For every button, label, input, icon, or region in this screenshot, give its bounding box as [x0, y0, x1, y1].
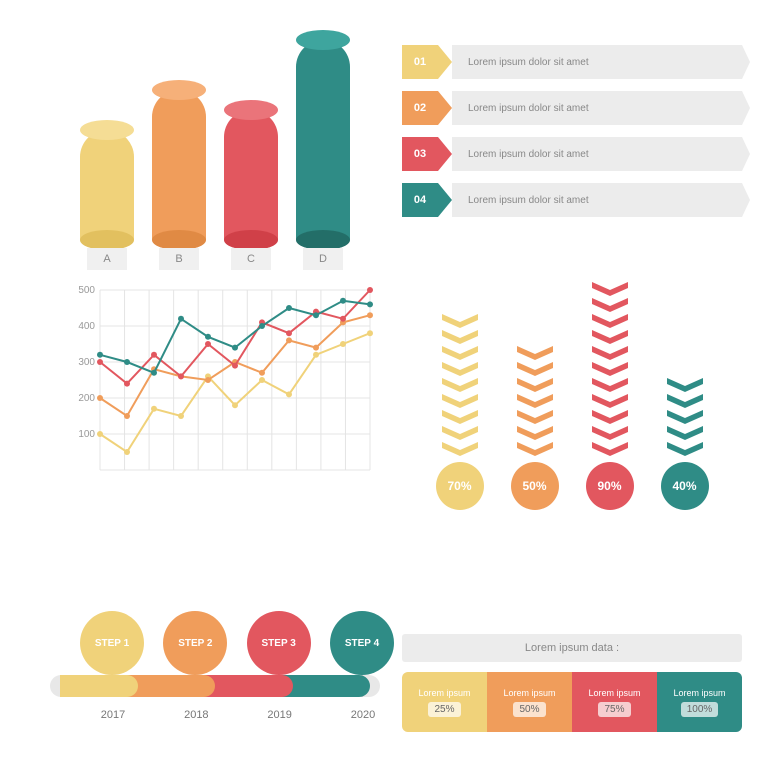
- chevron-down-icon: [517, 346, 553, 360]
- chevron-down-icon: [667, 442, 703, 456]
- chevron-down-icon: [517, 362, 553, 376]
- chevron-down-icon: [442, 314, 478, 328]
- ribbon-text: Lorem ipsum dolor sit amet: [452, 91, 742, 125]
- ribbon-item: 04 Lorem ipsum dolor sit amet: [402, 183, 742, 217]
- chevron-down-icon: [442, 378, 478, 392]
- puzzle-label: Lorem ipsum: [588, 688, 640, 698]
- chevron-down-icon: [592, 394, 628, 408]
- cylinder-label: D: [303, 248, 343, 270]
- chevron-down-icon: [592, 410, 628, 424]
- chevron-down-icon: [517, 378, 553, 392]
- step-circle: STEP 3: [247, 611, 311, 675]
- chevron-down-icon: [442, 394, 478, 408]
- chevron-columns: 70% 50% 90% 40%: [422, 275, 722, 510]
- chevron-down-icon: [442, 410, 478, 424]
- cylinder-bar: [224, 110, 278, 240]
- chevron-percent: 70%: [436, 462, 484, 510]
- puzzle-title: Lorem ipsum data :: [402, 634, 742, 662]
- chevron-down-icon: [517, 410, 553, 424]
- cylinder-label: C: [231, 248, 271, 270]
- puzzle-percent: 75%: [598, 702, 630, 717]
- ribbon-arrow-icon: [438, 183, 452, 217]
- chevron-percent: 50%: [511, 462, 559, 510]
- ribbon-number: 01: [402, 45, 438, 79]
- ribbon-item: 02 Lorem ipsum dolor sit amet: [402, 91, 742, 125]
- puzzle-label: Lorem ipsum: [673, 688, 725, 698]
- svg-text:500: 500: [78, 285, 95, 296]
- ribbon-text: Lorem ipsum dolor sit amet: [452, 137, 742, 171]
- line-chart: 100200300400500: [75, 290, 365, 480]
- chevron-down-icon: [517, 442, 553, 456]
- puzzle-cell: Lorem ipsum 75%: [572, 672, 657, 732]
- puzzle-percent: 100%: [681, 702, 719, 717]
- chevron-column: 40%: [661, 378, 709, 510]
- chevron-down-icon: [592, 426, 628, 440]
- puzzle-percent: 50%: [513, 702, 545, 717]
- cylinder-bar: [80, 130, 134, 240]
- cylinder-label: A: [87, 248, 127, 270]
- chevron-down-icon: [592, 346, 628, 360]
- chevron-down-icon: [442, 346, 478, 360]
- chevron-down-icon: [592, 442, 628, 456]
- ribbon-text: Lorem ipsum dolor sit amet: [452, 45, 742, 79]
- chevron-down-icon: [667, 410, 703, 424]
- puzzle-cell: Lorem ipsum 50%: [487, 672, 572, 732]
- chevron-percent: 90%: [586, 462, 634, 510]
- chevron-down-icon: [592, 314, 628, 328]
- cylinder-bar: [296, 40, 350, 240]
- puzzle-cell: Lorem ipsum 25%: [402, 672, 487, 732]
- chevron-down-icon: [667, 378, 703, 392]
- chevron-down-icon: [667, 394, 703, 408]
- puzzle-label: Lorem ipsum: [503, 688, 555, 698]
- chevron-down-icon: [592, 330, 628, 344]
- ribbon-number: 03: [402, 137, 438, 171]
- steps-timeline: STEP 12017STEP 22018STEP 32019STEP 42020: [50, 577, 380, 727]
- chevron-down-icon: [592, 378, 628, 392]
- cylinder-label: B: [159, 248, 199, 270]
- ribbon-item: 01 Lorem ipsum dolor sit amet: [402, 45, 742, 79]
- chevron-column: 90%: [586, 282, 634, 510]
- puzzle-percent: 25%: [428, 702, 460, 717]
- svg-text:100: 100: [78, 429, 95, 440]
- step-circle: STEP 4: [330, 611, 394, 675]
- puzzle-label: Lorem ipsum: [418, 688, 470, 698]
- svg-text:300: 300: [78, 357, 95, 368]
- chevron-down-icon: [442, 362, 478, 376]
- step-year: 2020: [338, 709, 388, 721]
- ribbon-number: 02: [402, 91, 438, 125]
- cylinder-bar: [152, 90, 206, 240]
- chevron-down-icon: [442, 442, 478, 456]
- ribbon-arrow-icon: [438, 45, 452, 79]
- step-year: 2019: [255, 709, 305, 721]
- chevron-down-icon: [442, 426, 478, 440]
- step-circle: STEP 1: [80, 611, 144, 675]
- step-circle: STEP 2: [163, 611, 227, 675]
- ribbon-text: Lorem ipsum dolor sit amet: [452, 183, 742, 217]
- chevron-down-icon: [592, 282, 628, 296]
- chevron-down-icon: [442, 330, 478, 344]
- puzzle-cell: Lorem ipsum 100%: [657, 672, 742, 732]
- chevron-down-icon: [517, 394, 553, 408]
- chevron-percent: 40%: [661, 462, 709, 510]
- cylinder-bar-chart: A B C D: [60, 30, 360, 270]
- chevron-column: 70%: [436, 314, 484, 510]
- chevron-down-icon: [592, 362, 628, 376]
- ribbon-number: 04: [402, 183, 438, 217]
- chevron-down-icon: [517, 426, 553, 440]
- svg-text:400: 400: [78, 321, 95, 332]
- puzzle-progress: Lorem ipsum data : Lorem ipsum25%Lorem i…: [402, 634, 742, 732]
- step-year: 2018: [171, 709, 221, 721]
- ribbon-arrow-icon: [438, 91, 452, 125]
- svg-text:200: 200: [78, 393, 95, 404]
- step-year: 2017: [88, 709, 138, 721]
- chevron-down-icon: [667, 426, 703, 440]
- chevron-down-icon: [592, 298, 628, 312]
- ribbon-arrow-icon: [438, 137, 452, 171]
- ribbon-list: 01 Lorem ipsum dolor sit amet 02 Lorem ipsu…: [402, 45, 742, 229]
- ribbon-item: 03 Lorem ipsum dolor sit amet: [402, 137, 742, 171]
- chevron-column: 50%: [511, 346, 559, 510]
